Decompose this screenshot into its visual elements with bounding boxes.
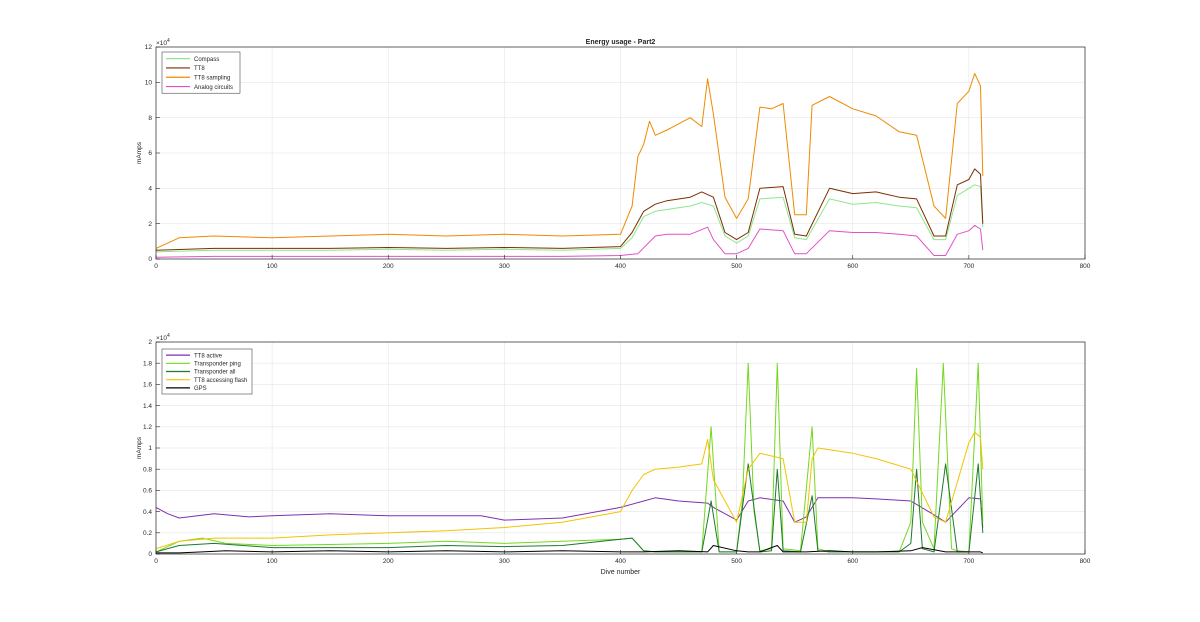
- y-tick-label: 10: [145, 80, 153, 87]
- top-axes: Energy usage - Part2 ×104 mAmps 0 100 200 3…: [136, 38, 1091, 270]
- x-tick-label: 0: [154, 558, 158, 565]
- series-line: [156, 545, 983, 554]
- legend-label: Analog circuits: [194, 85, 233, 91]
- y-tick-label: 12: [145, 44, 153, 51]
- y-tick-label: 8: [148, 115, 152, 122]
- x-tick-label: 100: [267, 263, 278, 270]
- series-line: [156, 431, 984, 550]
- y-tick-label: 0: [148, 551, 152, 558]
- x-tick-label: 600: [847, 558, 858, 565]
- y-tick-label: 1.2: [143, 424, 152, 431]
- legend-label: GPS: [194, 386, 207, 392]
- series-line: [156, 184, 984, 253]
- x-tick-label: 800: [1080, 263, 1091, 270]
- x-tick-label: 200: [383, 263, 394, 270]
- y-axis-label: mAmps: [136, 141, 143, 164]
- series-line: [156, 73, 984, 249]
- legend-label: TT8 sampling: [194, 75, 230, 81]
- x-tick-label: 0: [154, 263, 158, 270]
- y-exponent-label: ×104: [156, 38, 170, 47]
- y-tick-label: 0.8: [143, 466, 152, 473]
- legend-label: Transponder all: [194, 370, 235, 376]
- series-line: [156, 362, 984, 553]
- series-line: [156, 224, 984, 258]
- x-tick-label: 300: [499, 558, 510, 565]
- grid: [155, 341, 1086, 555]
- y-axis-label: mAmps: [136, 436, 143, 459]
- y-tick-label: 1: [148, 445, 152, 452]
- y-tick-label: 1.6: [143, 382, 152, 389]
- y-tick-label: 1.8: [143, 360, 152, 367]
- y-exponent-label: ×104: [156, 333, 170, 342]
- legend-label: Compass: [194, 57, 219, 63]
- y-tick-label: 0.4: [143, 509, 152, 516]
- y-tick-label: 2: [148, 221, 152, 228]
- y-tick-label: 0: [148, 256, 152, 263]
- series-line: [156, 497, 984, 528]
- legend: TT8 active Transponder ping Transponder al…: [161, 348, 253, 395]
- bottom-axes: ×104 mAmps Dive number 0 100 200 300 400 500 6…: [136, 333, 1091, 576]
- series-line: [156, 463, 984, 553]
- x-axis-label: Dive number: [601, 569, 641, 576]
- legend-label: Transponder ping: [194, 362, 241, 368]
- y-tick-label: 0.2: [143, 530, 152, 537]
- x-tick-label: 700: [963, 263, 974, 270]
- x-tick-label: 700: [963, 558, 974, 565]
- x-tick-label: 800: [1080, 558, 1091, 565]
- plot-area: [156, 362, 984, 554]
- chart-title: Energy usage - Part2: [586, 39, 656, 46]
- y-tick-label: 0.6: [143, 488, 152, 495]
- legend: Compass TT8 TT8 sampling Analog circuits: [161, 51, 241, 94]
- x-tick-label: 600: [847, 263, 858, 270]
- x-tick-label: 400: [615, 263, 626, 270]
- series-line: [156, 168, 984, 251]
- legend-label: TT8 accessing flash: [194, 378, 247, 384]
- y-tick-label: 1.4: [143, 403, 152, 410]
- legend-label: TT8 active: [194, 353, 223, 359]
- plot-area: [156, 73, 984, 258]
- x-tick-label: 300: [499, 263, 510, 270]
- x-tick-label: 400: [615, 558, 626, 565]
- y-tick-label: 4: [148, 186, 152, 193]
- grid: [155, 46, 1086, 260]
- x-tick-label: 500: [731, 263, 742, 270]
- x-tick-label: 200: [383, 558, 394, 565]
- x-tick-label: 500: [731, 558, 742, 565]
- legend-label: TT8: [194, 66, 205, 72]
- y-tick-label: 6: [148, 150, 152, 157]
- y-tick-label: 2: [148, 339, 152, 346]
- x-tick-label: 100: [267, 558, 278, 565]
